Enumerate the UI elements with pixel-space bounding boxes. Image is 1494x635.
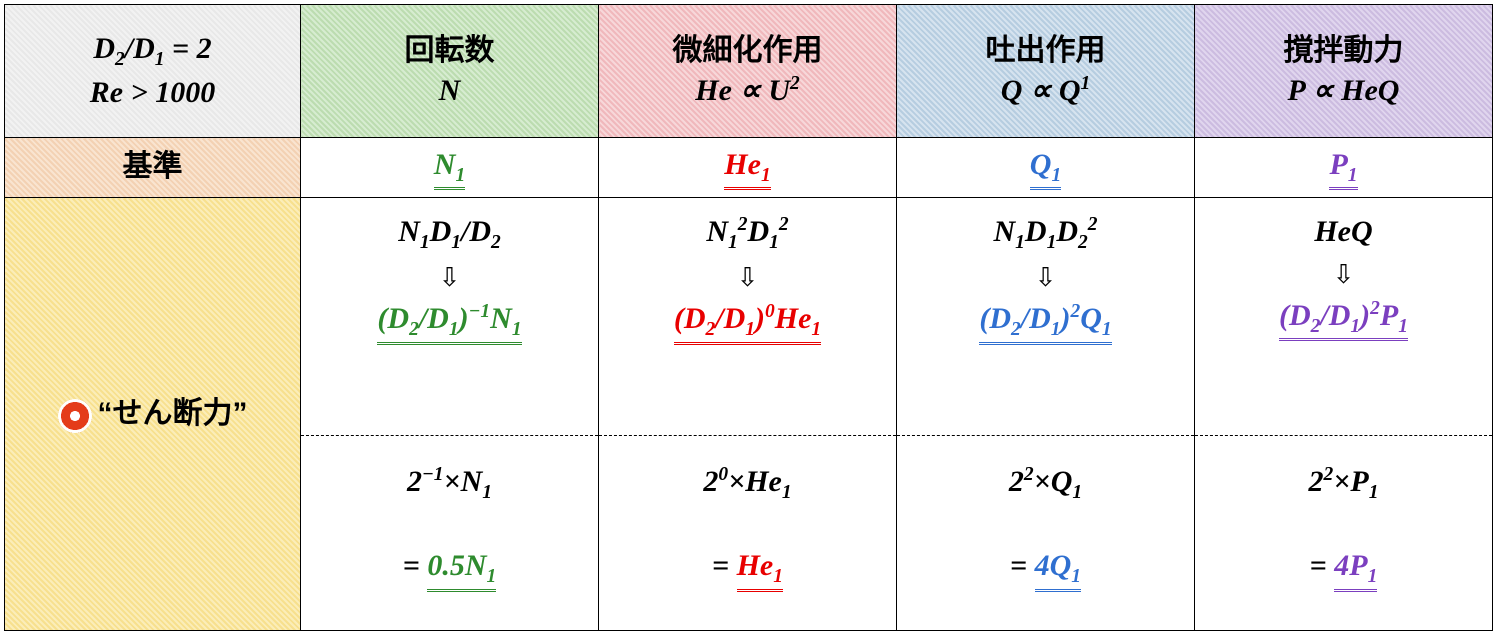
header-rotation: 回転数N [301,5,599,138]
header-power: 撹拌動力P ∝ HeQ [1195,5,1493,138]
header-row: D2/D1 = 2 Re > 1000 回転数N 微細化作用He ∝ U2 吐出… [5,5,1493,138]
row-shear-label: “せん断力” [5,198,301,631]
baseline-N: N1 [301,138,599,198]
scaling-table: D2/D1 = 2 Re > 1000 回転数N 微細化作用He ∝ U2 吐出… [4,4,1493,631]
header-discharge: 吐出作用Q ∝ Q1 [897,5,1195,138]
baseline-Q: Q1 [897,138,1195,198]
row-shear: “せん断力” N1D1/D2 ⇩ (D2/D1)−1N1 2−1×N1 = 0.… [5,198,1493,631]
baseline-He: He1 [599,138,897,198]
row-baseline: 基準 N1 He1 Q1 P1 [5,138,1493,198]
baseline-P: P1 [1195,138,1493,198]
donut-icon [58,399,92,433]
cell-Q: N1D1D22 ⇩ (D2/D1)2Q1 22×Q1 = 4Q1 [897,198,1195,631]
cell-He: N12D12 ⇩ (D2/D1)0He1 20×He1 = He1 [599,198,897,631]
cell-N: N1D1/D2 ⇩ (D2/D1)−1N1 2−1×N1 = 0.5N1 [301,198,599,631]
header-conditions: D2/D1 = 2 Re > 1000 [5,5,301,138]
row-baseline-label: 基準 [5,138,301,198]
cell-P: HeQ ⇩ (D2/D1)2P1 22×P1 = 4P1 [1195,198,1493,631]
header-refinement: 微細化作用He ∝ U2 [599,5,897,138]
